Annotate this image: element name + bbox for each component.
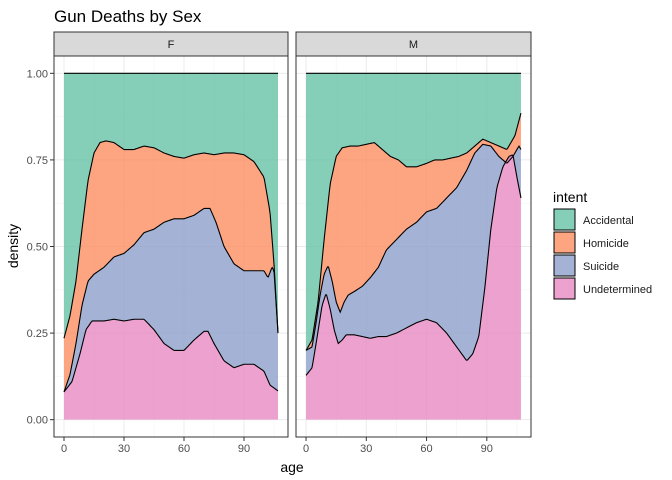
- area-homicide: [306, 113, 521, 351]
- density-areas: [305, 72, 522, 420]
- facet-panel-m: M 0 30 60 90: [295, 31, 532, 455]
- area-undetermined: [64, 319, 278, 420]
- legend-item-undetermined: Undetermined: [553, 277, 652, 300]
- legend-key: [553, 208, 576, 231]
- y-tick-label: 0.75: [27, 155, 48, 167]
- legend-label: Homicide: [583, 238, 629, 250]
- legend-label: Undetermined: [583, 284, 652, 296]
- density-boundary-line: [63, 140, 279, 339]
- x-tick-label: 60: [178, 443, 190, 455]
- legend-label: Accidental: [583, 215, 634, 227]
- density-boundary-line: [63, 207, 279, 393]
- area-accidental: [64, 73, 278, 339]
- area-suicide: [306, 144, 521, 376]
- legend: intent Accidental Homicide Suicide Undeterm…: [553, 189, 652, 300]
- y-tick-label: 0.00: [27, 415, 48, 427]
- y-tick-label: 0.25: [27, 328, 48, 340]
- legend-item-suicide: Suicide: [553, 254, 619, 277]
- facet-panels: F 0 30 60 90 0.00 0.25 0.50 0.75 1.00 M 0 30 60 90: [27, 31, 532, 455]
- legend-key: [553, 254, 576, 277]
- x-tick-label: 30: [118, 443, 130, 455]
- facet-strip: [295, 31, 532, 57]
- legend-key: [553, 277, 576, 300]
- x-tick-label: 90: [238, 443, 250, 455]
- x-tick-label: 90: [481, 443, 493, 455]
- chart-title: Gun Deaths by Sex: [54, 7, 202, 26]
- legend-item-homicide: Homicide: [553, 231, 629, 254]
- area-suicide: [64, 208, 278, 392]
- facet-strip-label: F: [168, 39, 175, 51]
- facet-strip-label: M: [409, 39, 418, 51]
- density-boundary-line: [305, 154, 522, 376]
- area-homicide: [64, 140, 278, 392]
- facet-panel-f: F 0 30 60 90 0.00 0.25 0.50 0.75 1.00: [27, 31, 289, 455]
- density-boundary-line: [305, 143, 522, 351]
- x-tick-label: 60: [420, 443, 432, 455]
- area-undetermined: [306, 155, 521, 420]
- x-tick-label: 0: [61, 443, 67, 455]
- density-boundary-line: [305, 113, 522, 351]
- legend-item-accidental: Accidental: [553, 208, 634, 231]
- y-tick-label: 1.00: [27, 68, 48, 80]
- y-tick-label: 0.50: [27, 242, 48, 254]
- legend-key: [553, 231, 576, 254]
- area-accidental: [306, 73, 521, 351]
- x-tick-label: 0: [303, 443, 309, 455]
- legend-title: intent: [553, 189, 587, 205]
- x-axis-label: age: [280, 459, 304, 475]
- density-boundary-line: [63, 318, 279, 393]
- density-areas: [63, 72, 279, 420]
- x-tick-label: 30: [360, 443, 372, 455]
- y-axis-label: density: [5, 224, 21, 268]
- facet-strip: [53, 31, 289, 57]
- panel-border: [295, 55, 532, 438]
- legend-label: Suicide: [583, 261, 619, 273]
